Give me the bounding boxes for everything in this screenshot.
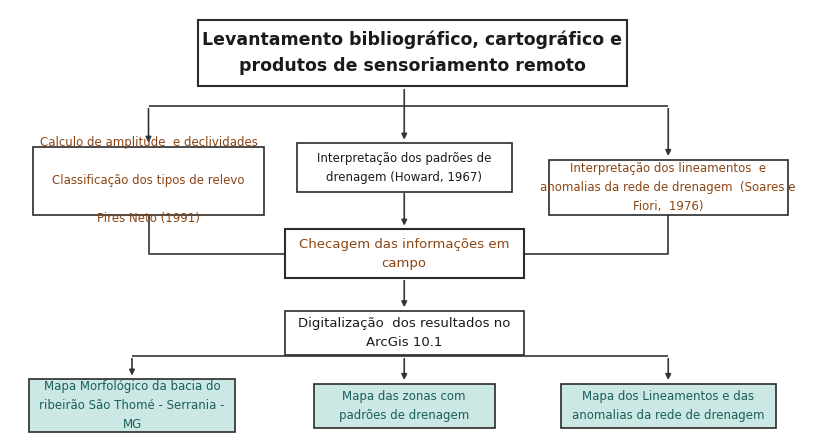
FancyBboxPatch shape — [33, 146, 264, 215]
FancyBboxPatch shape — [561, 384, 775, 428]
FancyBboxPatch shape — [297, 143, 512, 192]
Text: Mapa Morfológico da bacia do
ribeirão São Thomé - Serrania -
MG: Mapa Morfológico da bacia do ribeirão Sã… — [40, 380, 224, 431]
FancyBboxPatch shape — [314, 384, 495, 428]
Text: Mapa dos Lineamentos e das
anomalias da rede de drenagem: Mapa dos Lineamentos e das anomalias da … — [572, 390, 765, 422]
FancyBboxPatch shape — [285, 311, 524, 355]
Text: Mapa das zonas com
padrões de drenagem: Mapa das zonas com padrões de drenagem — [339, 390, 469, 422]
Text: Checagem das informações em
campo: Checagem das informações em campo — [299, 238, 510, 269]
FancyBboxPatch shape — [549, 160, 788, 215]
Text: Digitalização  dos resultados no
ArcGis 10.1: Digitalização dos resultados no ArcGis 1… — [298, 317, 511, 349]
FancyBboxPatch shape — [29, 379, 235, 432]
FancyBboxPatch shape — [285, 229, 524, 278]
FancyBboxPatch shape — [198, 20, 627, 86]
Text: Interpretação dos lineamentos  e
anomalias da rede de drenagem  (Soares e
Fiori,: Interpretação dos lineamentos e anomalia… — [540, 162, 796, 213]
Text: Calculo de amplitude  e declividades

Classificação dos tipos de relevo

Pires N: Calculo de amplitude e declividades Clas… — [40, 136, 257, 225]
Text: Levantamento bibliográfico, cartográfico e
produtos de sensoriamento remoto: Levantamento bibliográfico, cartográfico… — [202, 30, 623, 75]
Text: Interpretação dos padrões de
drenagem (Howard, 1967): Interpretação dos padrões de drenagem (H… — [317, 152, 492, 183]
